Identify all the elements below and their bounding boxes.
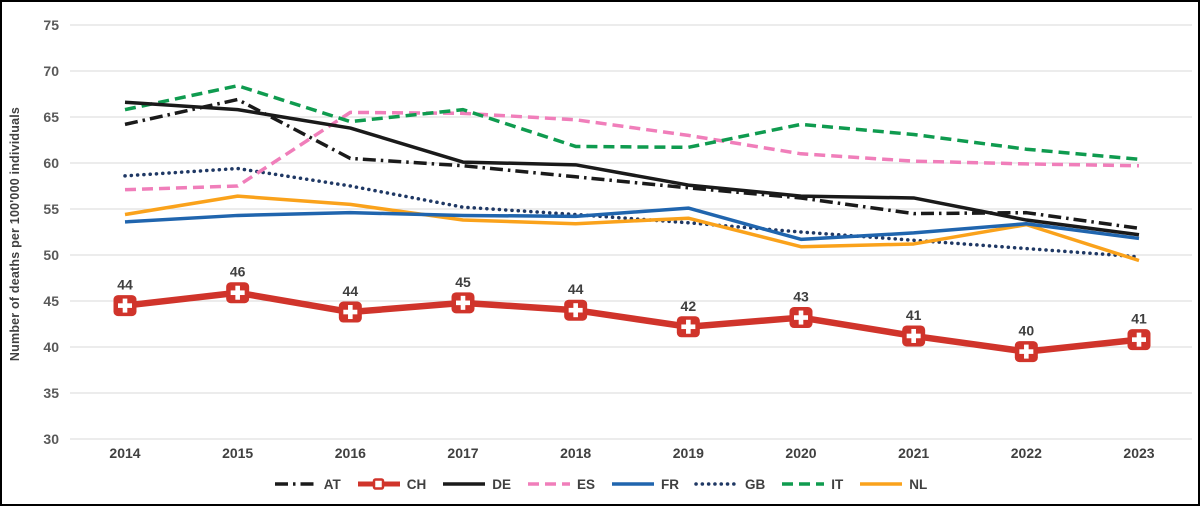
x-tick-label-2023: 2023 bbox=[1123, 445, 1154, 461]
x-tick-label-2020: 2020 bbox=[785, 445, 816, 461]
legend-item-AT: AT bbox=[273, 477, 341, 492]
x-tick-label-2017: 2017 bbox=[447, 445, 478, 461]
legend-item-GB: GB bbox=[694, 477, 765, 492]
legend-item-IT: IT bbox=[780, 477, 843, 492]
legend-line-sample-DE bbox=[443, 482, 486, 486]
x-tick-label-2021: 2021 bbox=[898, 445, 929, 461]
swiss-flag-icon bbox=[1127, 329, 1151, 351]
y-axis-title: Number of deaths per 100'000 individuals bbox=[8, 106, 22, 362]
data-label-CH-2018: 44 bbox=[568, 281, 584, 297]
legend-line-sample-IT bbox=[782, 482, 825, 486]
legend-item-ES: ES bbox=[526, 477, 595, 492]
swiss-flag-icon bbox=[789, 307, 813, 329]
series-line-FR bbox=[124, 206, 1140, 242]
legend-item-FR: FR bbox=[610, 477, 679, 492]
series-line-ES bbox=[124, 110, 1140, 192]
data-label-CH-2019: 42 bbox=[681, 298, 697, 314]
legend-label-GB: GB bbox=[745, 476, 766, 492]
swiss-flag-icon bbox=[564, 299, 588, 321]
data-label-CH-2016: 44 bbox=[343, 283, 359, 299]
y-tick-label-75: 75 bbox=[43, 17, 59, 33]
legend-label-CH: CH bbox=[406, 476, 427, 492]
swiss-flag-icon bbox=[1014, 341, 1038, 363]
swiss-flag-icon bbox=[451, 292, 475, 314]
legend-item-DE: DE bbox=[441, 477, 511, 492]
legend-label-DE: DE bbox=[492, 476, 511, 492]
legend-item-NL: NL bbox=[858, 477, 927, 492]
data-label-CH-2021: 41 bbox=[906, 307, 922, 323]
legend-label-IT: IT bbox=[831, 476, 844, 492]
legend-line-sample-ES bbox=[528, 482, 570, 486]
y-tick-label-70: 70 bbox=[43, 63, 59, 79]
y-tick-label-35: 35 bbox=[43, 385, 59, 401]
series-line-IT bbox=[124, 83, 1140, 162]
data-label-CH-2022: 40 bbox=[1019, 323, 1035, 339]
series-line-CH bbox=[124, 289, 1140, 355]
swiss-flag-icon bbox=[902, 325, 926, 347]
x-tick-label-2016: 2016 bbox=[335, 445, 366, 461]
series-line-DE bbox=[124, 100, 1140, 237]
series-line-GB bbox=[123, 166, 1141, 259]
y-tick-label-65: 65 bbox=[43, 109, 59, 125]
legend-label-NL: NL bbox=[909, 476, 928, 492]
data-label-CH-2020: 43 bbox=[793, 289, 809, 305]
legend-label-FR: FR bbox=[661, 476, 680, 492]
legend-line-sample-NL bbox=[860, 482, 903, 486]
data-label-CH-2014: 44 bbox=[117, 277, 133, 293]
legend-item-CH: CH bbox=[356, 476, 427, 492]
data-label-CH-2023: 41 bbox=[1131, 311, 1147, 327]
series-line-AT bbox=[124, 97, 1140, 231]
legend-label-AT: AT bbox=[323, 476, 341, 492]
data-label-CH-2015: 46 bbox=[230, 264, 246, 280]
swiss-flag-icon bbox=[226, 282, 250, 304]
chart-legend: AT CH DE ES FR GB IT NL bbox=[2, 471, 1198, 497]
x-tick-label-2019: 2019 bbox=[673, 445, 704, 461]
x-tick-label-2015: 2015 bbox=[222, 445, 253, 461]
y-tick-label-40: 40 bbox=[43, 339, 59, 355]
y-tick-label-30: 30 bbox=[43, 431, 59, 447]
series-line-NL bbox=[124, 194, 1140, 263]
y-tick-label-55: 55 bbox=[43, 201, 59, 217]
swiss-flag-icon bbox=[338, 301, 362, 323]
y-tick-label-60: 60 bbox=[43, 155, 59, 171]
y-tick-label-50: 50 bbox=[43, 247, 59, 263]
x-tick-label-2014: 2014 bbox=[109, 445, 140, 461]
x-tick-label-2022: 2022 bbox=[1011, 445, 1042, 461]
x-tick-label-2018: 2018 bbox=[560, 445, 591, 461]
legend-line-sample-FR bbox=[612, 482, 655, 486]
legend-line-sample-GB bbox=[694, 482, 740, 486]
legend-line-sample-CH bbox=[357, 478, 400, 490]
swiss-flag-icon bbox=[676, 316, 700, 338]
data-label-CH-2017: 45 bbox=[455, 274, 471, 290]
legend-label-ES: ES bbox=[577, 476, 596, 492]
legend-line-sample-AT bbox=[274, 482, 317, 486]
y-tick-label-45: 45 bbox=[43, 293, 59, 309]
swiss-flag-icon bbox=[113, 295, 137, 317]
